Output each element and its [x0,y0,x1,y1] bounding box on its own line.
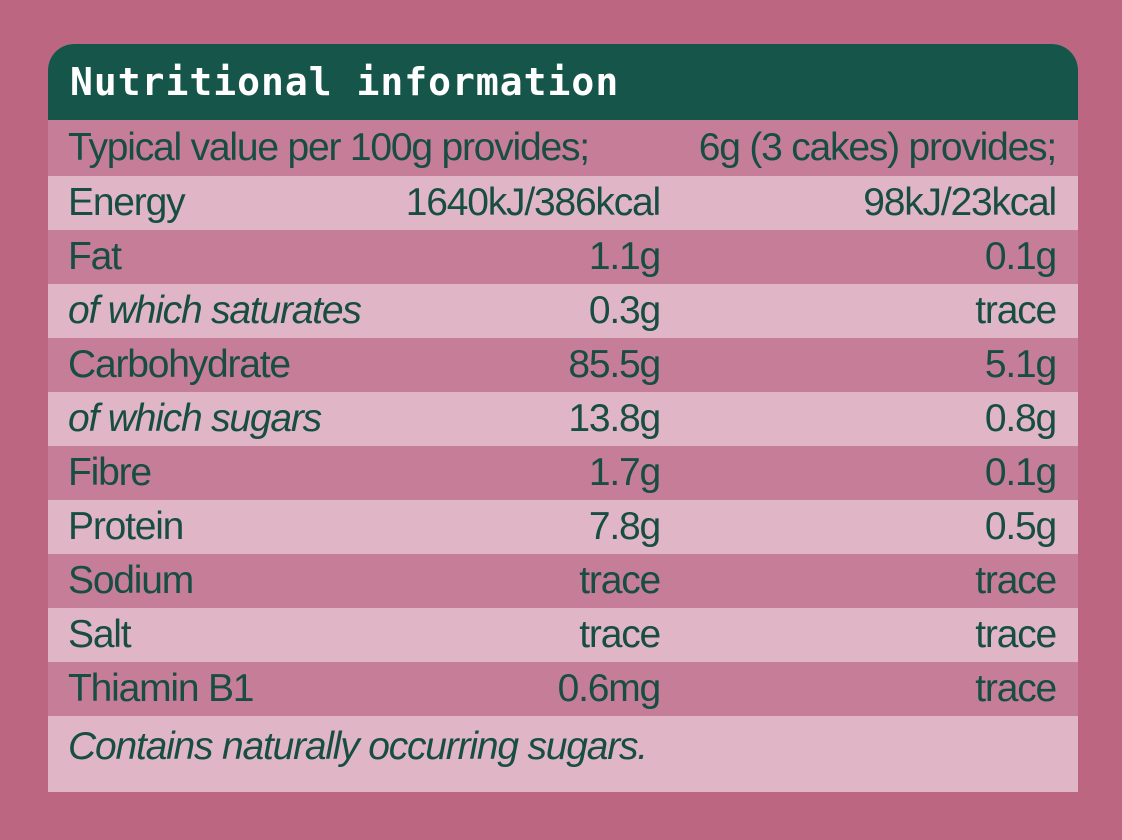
per-100g-value: 1.1g [588,235,661,278]
nutrient-label: Energy [68,181,186,224]
per-100g-value: 7.8g [588,505,661,548]
nutrient-label: Carbohydrate [68,343,291,386]
nutrient-label: Fat [68,235,122,278]
table-row-saturates: of which saturates 0.3g trace [48,284,1078,338]
per-serving-value: 5.1g [984,343,1057,386]
footnote-text: Contains naturally occurring sugars. [68,725,648,768]
table-row-fibre: Fibre 1.7g 0.1g [48,446,1078,500]
per-100g-value: 1.7g [588,451,661,494]
nutrient-label: of which saturates [68,289,362,332]
table-row-energy: Energy 1640kJ/386kcal 98kJ/23kcal [48,176,1078,230]
per-100g-value: trace [579,559,661,602]
nutrition-title: Nutritional information [70,60,620,104]
nutrient-label: of which sugars [68,397,322,440]
footnote-row: Contains naturally occurring sugars. [48,716,1078,778]
table-row-carbohydrate: Carbohydrate 85.5g 5.1g [48,338,1078,392]
table-row-salt: Salt trace trace [48,608,1078,662]
table-row-sodium: Sodium trace trace [48,554,1078,608]
per-serving-value: trace [975,559,1057,602]
per-100g-value: 13.8g [568,397,661,440]
per-serving-value: trace [975,289,1057,332]
nutrient-label: Thiamin B1 [68,667,254,710]
per-serving-value: 0.5g [984,505,1057,548]
nutrient-label: Fibre [68,451,152,494]
table-row-sugars: of which sugars 13.8g 0.8g [48,392,1078,446]
table-row-protein: Protein 7.8g 0.5g [48,500,1078,554]
nutrient-label: Salt [68,613,132,656]
per-100g-value: trace [579,613,661,656]
column-header-row: Typical value per 100g provides; 6g (3 c… [48,120,1078,176]
nutrition-panel: Nutritional information Typical value pe… [48,44,1078,792]
per-serving-value: trace [975,667,1057,710]
per-serving-value: 0.8g [984,397,1057,440]
per-100g-value: 0.6mg [557,667,662,710]
column-header-per-100g: Typical value per 100g provides; [68,126,590,169]
per-serving-value: 0.1g [984,451,1057,494]
nutrient-label: Protein [68,505,184,548]
nutrition-header: Nutritional information [48,44,1078,120]
column-header-per-serving: 6g (3 cakes) provides; [698,126,1057,169]
per-100g-value: 85.5g [568,343,661,386]
per-100g-value: 0.3g [588,289,661,332]
per-serving-value: 0.1g [984,235,1057,278]
table-row-fat: Fat 1.1g 0.1g [48,230,1078,284]
per-serving-value: trace [975,613,1057,656]
per-100g-value: 1640kJ/386kcal [405,181,661,224]
nutrient-label: Sodium [68,559,194,602]
table-row-thiamin: Thiamin B1 0.6mg trace [48,662,1078,716]
per-serving-value: 98kJ/23kcal [863,181,1057,224]
